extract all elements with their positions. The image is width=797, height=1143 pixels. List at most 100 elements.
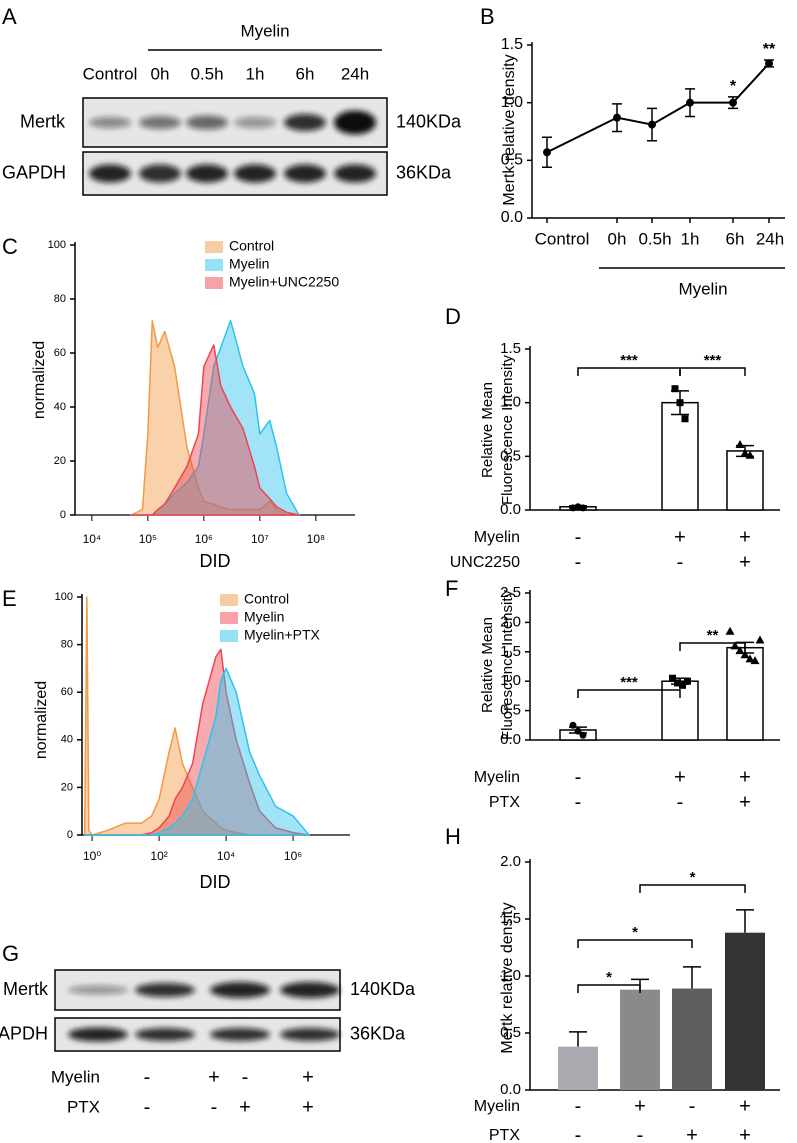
x-tick-label: 10⁵ (139, 532, 157, 546)
x-tick-label: 1h (681, 229, 700, 248)
significance-label: *** (620, 674, 638, 691)
lane-label: 24h (341, 64, 369, 83)
blot-band (139, 164, 181, 183)
significance-label: *** (704, 352, 722, 369)
blot-band (210, 1028, 270, 1041)
significance-label: ** (707, 627, 719, 644)
lane-label: 6h (296, 64, 315, 83)
condition-sign: - (637, 1124, 644, 1143)
condition-label: UNC2250 (450, 554, 520, 571)
data-point (671, 385, 679, 393)
condition-sign: + (739, 526, 751, 548)
data-point (579, 731, 587, 739)
y-axis-label: Relative Mean (479, 617, 496, 713)
y-tick-label: 40 (61, 734, 73, 746)
data-point (725, 626, 735, 635)
data-point (755, 635, 765, 644)
condition-label: Myelin (474, 1098, 520, 1115)
lane-label: 1h (246, 64, 265, 83)
y-tick-label: 1.0 (500, 672, 521, 689)
significance-bracket (577, 984, 641, 993)
significance-label: * (632, 924, 638, 941)
condition-sign: - (242, 1066, 249, 1088)
error-bar (683, 966, 701, 989)
blot-band (284, 164, 326, 183)
y-tick-label: 1.0 (500, 967, 521, 984)
condition-sign: + (739, 1124, 751, 1143)
panel-letter: E (2, 586, 17, 611)
error-bar (569, 1031, 587, 1047)
legend-label: Myelin (244, 609, 284, 625)
data-line (546, 62, 770, 154)
data-point (579, 504, 587, 512)
data-point (679, 681, 686, 689)
condition-sign: + (739, 1095, 751, 1117)
data-point (730, 641, 740, 650)
data-point (735, 440, 745, 449)
legend-label: Myelin+UNC2250 (229, 274, 339, 290)
blot-size-label: 36KDa (396, 162, 452, 182)
data-point (669, 674, 676, 682)
data-point (648, 120, 656, 129)
blot-band (234, 117, 276, 128)
y-tick-label: 1.5 (500, 910, 521, 927)
x-tick-label: 10⁸ (307, 532, 325, 546)
legend-label: Control (229, 238, 274, 254)
significance-bracket (639, 884, 746, 893)
legend-label: Myelin (229, 256, 269, 272)
y-tick-label: 100 (48, 239, 66, 251)
panel-letter: A (2, 4, 17, 29)
bar (620, 989, 660, 1090)
legend-swatch (205, 259, 223, 271)
y-tick-label: 0.0 (500, 501, 521, 518)
condition-sign: - (144, 1066, 151, 1088)
y-axis-label: Fluorescence Intensity (499, 354, 516, 505)
blot-row-label: GAPDH (0, 1023, 48, 1043)
x-tick-label: 6h (726, 229, 745, 248)
y-tick-label: 0.0 (501, 209, 523, 226)
data-point (613, 113, 621, 122)
condition-sign: - (575, 551, 582, 573)
x-axis-label: DID (200, 551, 231, 571)
blot-band (280, 982, 340, 998)
blot-size-label: 36KDa (350, 1023, 406, 1043)
group-label: Myelin (240, 21, 289, 40)
data-point (740, 650, 750, 659)
lane-label: 0h (151, 64, 170, 83)
blot-band (89, 164, 131, 183)
blot-size-label: 140KDa (396, 111, 462, 131)
condition-sign: - (575, 1095, 582, 1117)
y-tick-label: 20 (61, 781, 73, 793)
y-tick-label: 1.5 (501, 36, 523, 53)
bar (672, 988, 712, 1090)
condition-sign: - (211, 1096, 218, 1118)
blot-band (280, 1028, 340, 1041)
condition-label: Myelin (51, 1067, 100, 1086)
y-tick-label: 2.5 (500, 584, 521, 601)
y-axis-label: Mertk relative density (501, 54, 518, 205)
condition-label: PTX (489, 794, 520, 811)
significance-label: * (690, 869, 696, 886)
y-tick-label: 0.5 (500, 702, 521, 719)
blot-band (68, 1027, 128, 1042)
blot-row-label: Mertk (20, 111, 66, 131)
data-point (569, 721, 577, 729)
data-point (676, 399, 684, 407)
condition-sign: - (677, 551, 684, 573)
blot-band (334, 164, 376, 183)
condition-sign: + (302, 1096, 314, 1118)
x-tick-label: Control (535, 229, 590, 248)
y-tick-label: 0 (67, 829, 73, 841)
y-tick-label: 1.5 (500, 643, 521, 660)
y-axis-label: normalized (33, 681, 50, 759)
y-tick-label: 0.5 (501, 152, 523, 169)
panel-letter: F (445, 576, 458, 601)
y-tick-label: 80 (54, 293, 66, 305)
panel-letter: C (2, 234, 18, 259)
legend-label: Myelin+PTX (244, 627, 321, 643)
condition-sign: - (689, 1095, 696, 1117)
blot-row-label: Mertk (3, 979, 49, 999)
density-area (83, 667, 310, 836)
panel-letter: G (2, 941, 19, 966)
bar (558, 1046, 598, 1090)
